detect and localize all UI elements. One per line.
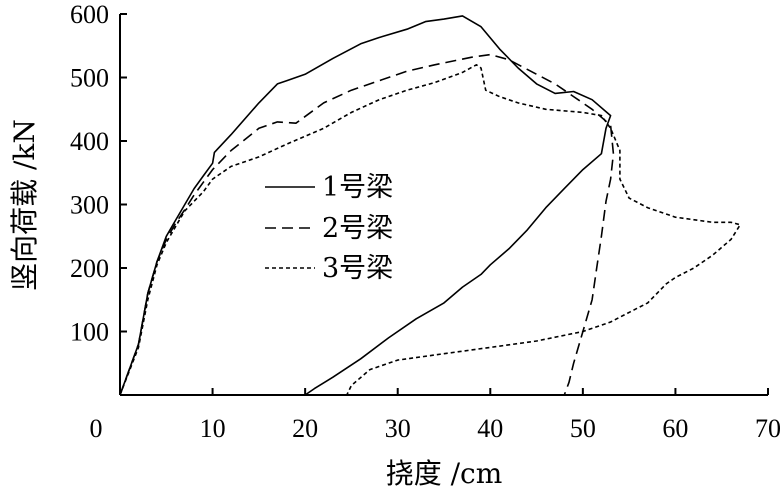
x-tick-label-6: 60 bbox=[662, 414, 688, 443]
legend-label-3: 3号梁 bbox=[322, 253, 393, 284]
y-tick-label-1: 200 bbox=[70, 254, 109, 283]
y-tick-label-4: 500 bbox=[70, 64, 109, 93]
legend-entry-2: 2号梁 bbox=[265, 213, 393, 244]
x-tick-label-4: 40 bbox=[477, 414, 503, 443]
x-tick-label-5: 50 bbox=[570, 414, 596, 443]
x-tick-label-1: 10 bbox=[200, 414, 226, 443]
y-tick-label-2: 300 bbox=[70, 191, 109, 220]
x-tick-label-2: 20 bbox=[292, 414, 318, 443]
x-tick-label-0: 0 bbox=[90, 414, 103, 443]
legend-label-2: 2号梁 bbox=[322, 213, 393, 244]
y-tick-label-0: 100 bbox=[70, 318, 109, 347]
legend: 1号梁 2号梁 3号梁 bbox=[265, 172, 393, 284]
y-tick-label-5: 600 bbox=[70, 0, 109, 29]
series-line-1 bbox=[119, 15, 612, 396]
y-tick-label-3: 400 bbox=[70, 127, 109, 156]
legend-entry-1: 1号梁 bbox=[265, 172, 393, 203]
x-ticks: 0 10 20 30 40 50 60 70 bbox=[90, 388, 781, 443]
series-lines bbox=[119, 15, 742, 396]
series-line-3 bbox=[119, 64, 742, 396]
x-axis-title: 挠度 /cm bbox=[386, 457, 503, 490]
legend-entry-3: 3号梁 bbox=[265, 253, 393, 284]
x-tick-label-3: 30 bbox=[385, 414, 411, 443]
x-tick-label-7: 70 bbox=[755, 414, 781, 443]
y-ticks: 100 200 300 400 500 600 bbox=[70, 0, 127, 347]
legend-label-1: 1号梁 bbox=[322, 172, 393, 203]
axes bbox=[119, 14, 768, 396]
y-axis-title: 竖向荷载 /kN bbox=[8, 119, 41, 291]
series-line-2 bbox=[119, 53, 615, 396]
